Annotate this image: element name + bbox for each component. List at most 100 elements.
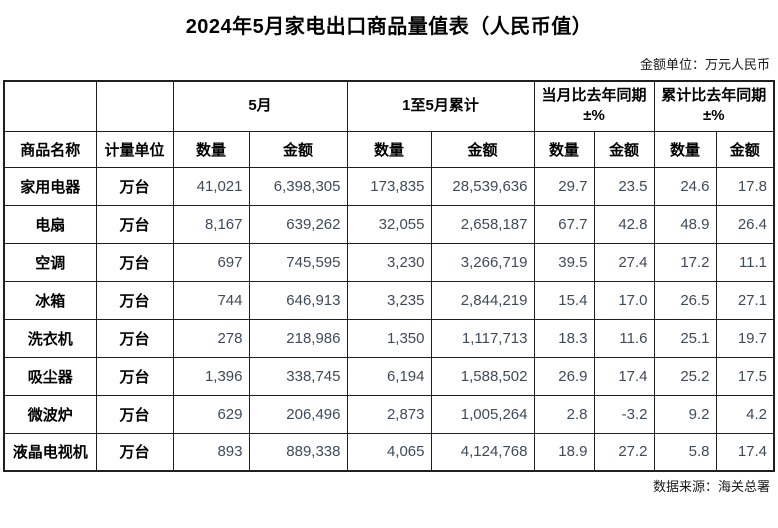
cum-qty-cell: 2,873: [346, 394, 432, 434]
yoy-qty-pct-cell: 48.9: [653, 204, 717, 244]
header-group-month-yoy-line1: 当月比去年同期: [541, 87, 647, 104]
header-group-cum-yoy-line2: ±%: [702, 107, 725, 125]
header-group-month-yoy-line2: ±%: [583, 107, 605, 125]
cum-qty-cell: 173,835: [346, 166, 432, 206]
cum-amt-cell: 3,266,719: [430, 242, 535, 282]
yoy-amt-pct-cell: 27.1: [715, 280, 775, 320]
header-group-cum-yoy: 累计比去年同期 ±%: [653, 80, 775, 132]
header-amt: 金额: [593, 130, 655, 168]
may-amt-cell: 206,496: [248, 394, 348, 434]
product-name-cell: 空调: [3, 242, 97, 282]
mom-amt-pct-cell: 27.2: [593, 432, 655, 472]
may-amt-cell: 338,745: [248, 356, 348, 396]
product-name-cell: 吸尘器: [3, 356, 97, 396]
header-measure-unit: 计量单位: [95, 130, 174, 168]
table-row: 微波炉 万台 629 206,496 2,873 1,005,264 2.8 -…: [3, 394, 775, 434]
yoy-amt-pct-cell: 11.1: [715, 242, 775, 282]
mom-qty-pct-cell: 15.4: [533, 280, 595, 320]
header-group-month-yoy: 当月比去年同期 ±%: [533, 80, 655, 132]
header-empty-cell: [3, 80, 97, 132]
may-amt-cell: 639,262: [248, 204, 348, 244]
header-product: 商品名称: [3, 130, 97, 168]
may-amt-cell: 745,595: [248, 242, 348, 282]
mom-qty-pct-cell: 67.7: [533, 204, 595, 244]
mom-amt-pct-cell: 42.8: [593, 204, 655, 244]
table-row: 吸尘器 万台 1,396 338,745 6,194 1,588,502 26.…: [3, 356, 775, 396]
yoy-qty-pct-cell: 24.6: [653, 166, 717, 206]
measure-unit-cell: 万台: [95, 356, 174, 396]
may-qty-cell: 629: [172, 394, 250, 434]
may-qty-cell: 1,396: [172, 356, 250, 396]
cum-amt-cell: 2,844,219: [430, 280, 535, 320]
product-name-cell: 微波炉: [3, 394, 97, 434]
cum-amt-cell: 1,005,264: [430, 394, 535, 434]
measure-unit-cell: 万台: [95, 318, 174, 358]
header-amt: 金额: [715, 130, 775, 168]
cum-amt-cell: 28,539,636: [430, 166, 535, 206]
may-qty-cell: 41,021: [172, 166, 250, 206]
table-row: 家用电器 万台 41,021 6,398,305 173,835 28,539,…: [3, 166, 775, 206]
mom-amt-pct-cell: 17.0: [593, 280, 655, 320]
product-name-cell: 家用电器: [3, 166, 97, 206]
yoy-amt-pct-cell: 17.8: [715, 166, 775, 206]
header-amt: 金额: [430, 130, 535, 168]
header-amt: 金额: [248, 130, 348, 168]
mom-amt-pct-cell: 27.4: [593, 242, 655, 282]
mom-qty-pct-cell: 18.3: [533, 318, 595, 358]
product-name-cell: 电扇: [3, 204, 97, 244]
product-name-cell: 液晶电视机: [3, 432, 97, 472]
cum-amt-cell: 1,117,713: [430, 318, 535, 358]
measure-unit-cell: 万台: [95, 280, 174, 320]
mom-amt-pct-cell: 23.5: [593, 166, 655, 206]
header-group-cum-yoy-line1: 累计比去年同期: [661, 87, 767, 104]
mom-qty-pct-cell: 26.9: [533, 356, 595, 396]
yoy-qty-pct-cell: 25.1: [653, 318, 717, 358]
yoy-qty-pct-cell: 17.2: [653, 242, 717, 282]
header-group-row: 5月 1至5月累计 当月比去年同期 ±% 累计比去年同期 ±%: [3, 80, 775, 132]
may-amt-cell: 6,398,305: [248, 166, 348, 206]
yoy-amt-pct-cell: 26.4: [715, 204, 775, 244]
cum-amt-cell: 2,658,187: [430, 204, 535, 244]
cum-qty-cell: 1,350: [346, 318, 432, 358]
cum-qty-cell: 6,194: [346, 356, 432, 396]
mom-qty-pct-cell: 18.9: [533, 432, 595, 472]
measure-unit-cell: 万台: [95, 432, 174, 472]
may-qty-cell: 893: [172, 432, 250, 472]
cum-qty-cell: 4,065: [346, 432, 432, 472]
yoy-qty-pct-cell: 25.2: [653, 356, 717, 396]
table-row: 洗衣机 万台 278 218,986 1,350 1,117,713 18.3 …: [3, 318, 775, 358]
table-row: 冰箱 万台 744 646,913 3,235 2,844,219 15.4 1…: [3, 280, 775, 320]
data-source-note: 数据来源：海关总署: [652, 479, 770, 494]
amount-unit-note: 金额单位：万元人民币: [639, 57, 770, 72]
measure-unit-cell: 万台: [95, 166, 174, 206]
measure-unit-cell: 万台: [95, 204, 174, 244]
product-name-cell: 洗衣机: [3, 318, 97, 358]
yoy-amt-pct-cell: 17.4: [715, 432, 775, 472]
mom-amt-pct-cell: 11.6: [593, 318, 655, 358]
header-qty: 数量: [533, 130, 595, 168]
may-qty-cell: 744: [172, 280, 250, 320]
mom-qty-pct-cell: 29.7: [533, 166, 595, 206]
measure-unit-cell: 万台: [95, 394, 174, 434]
page: 2024年5月家电出口商品量值表（人民币值） 金额单位：万元人民币 5月 1至5…: [0, 10, 778, 528]
may-qty-cell: 278: [172, 318, 250, 358]
export-data-table: 5月 1至5月累计 当月比去年同期 ±% 累计比去年同期 ±% 商品名称 计量单…: [3, 80, 776, 472]
mom-qty-pct-cell: 2.8: [533, 394, 595, 434]
header-empty-cell: [95, 80, 174, 132]
yoy-qty-pct-cell: 26.5: [653, 280, 717, 320]
header-group-cumulative: 1至5月累计: [346, 80, 535, 132]
yoy-amt-pct-cell: 19.7: [715, 318, 775, 358]
page-title: 2024年5月家电出口商品量值表（人民币值）: [185, 16, 593, 38]
may-amt-cell: 646,913: [248, 280, 348, 320]
cum-qty-cell: 3,235: [346, 280, 432, 320]
table-row: 电扇 万台 8,167 639,262 32,055 2,658,187 67.…: [3, 204, 775, 244]
cum-qty-cell: 3,230: [346, 242, 432, 282]
yoy-qty-pct-cell: 9.2: [653, 394, 717, 434]
may-qty-cell: 697: [172, 242, 250, 282]
header-column-row: 商品名称 计量单位 数量 金额 数量 金额 数量 金额 数量 金额: [3, 130, 775, 168]
mom-amt-pct-cell: 17.4: [593, 356, 655, 396]
may-qty-cell: 8,167: [172, 204, 250, 244]
cum-amt-cell: 1,588,502: [430, 356, 535, 396]
header-qty: 数量: [172, 130, 250, 168]
measure-unit-cell: 万台: [95, 242, 174, 282]
